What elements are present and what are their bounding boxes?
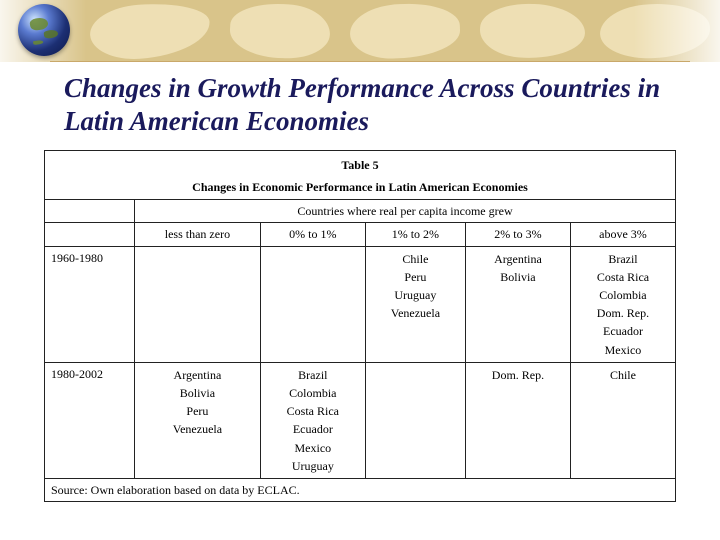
data-cell: ChilePeruUruguayVenezuela	[365, 246, 465, 362]
country-name: Ecuador	[577, 322, 669, 340]
country-name: Bolivia	[141, 384, 254, 402]
country-name: Argentina	[141, 366, 254, 384]
column-headers: less than zero 0% to 1% 1% to 2% 2% to 3…	[45, 223, 676, 246]
col-header: less than zero	[135, 223, 261, 246]
map-silhouette	[599, 1, 712, 61]
table-container: Table 5 Changes in Economic Performance …	[0, 144, 720, 502]
globe-icon	[18, 4, 70, 56]
country-name: Uruguay	[372, 286, 459, 304]
country-name: Mexico	[577, 341, 669, 359]
country-name: Chile	[372, 250, 459, 268]
performance-table: Table 5 Changes in Economic Performance …	[44, 150, 676, 502]
data-cell	[135, 246, 261, 362]
data-cell: ArgentinaBolivia	[465, 246, 570, 362]
corner-cell	[45, 200, 135, 223]
col-header: 1% to 2%	[365, 223, 465, 246]
table-row: 1960-1980ChilePeruUruguayVenezuelaArgent…	[45, 246, 676, 362]
divider	[50, 61, 690, 62]
map-silhouette	[479, 2, 586, 60]
map-silhouette	[349, 2, 461, 60]
page-title: Changes in Growth Performance Across Cou…	[64, 72, 672, 138]
data-cell: Chile	[570, 362, 675, 478]
country-name: Dom. Rep.	[577, 304, 669, 322]
country-name: Uruguay	[267, 457, 359, 475]
country-name: Argentina	[472, 250, 564, 268]
col-header: 2% to 3%	[465, 223, 570, 246]
col-header: 0% to 1%	[260, 223, 365, 246]
country-name: Colombia	[577, 286, 669, 304]
col-header: above 3%	[570, 223, 675, 246]
country-name: Ecuador	[267, 420, 359, 438]
period-cell: 1980-2002	[45, 362, 135, 478]
country-name: Peru	[141, 402, 254, 420]
country-name: Brazil	[267, 366, 359, 384]
country-name: Peru	[372, 268, 459, 286]
period-cell: 1960-1980	[45, 246, 135, 362]
country-name: Costa Rica	[577, 268, 669, 286]
map-silhouette	[229, 1, 332, 60]
country-name: Dom. Rep.	[472, 366, 564, 384]
data-cell	[260, 246, 365, 362]
span-header: Countries where real per capita income g…	[135, 200, 676, 223]
country-name: Costa Rica	[267, 402, 359, 420]
country-name: Mexico	[267, 439, 359, 457]
country-name: Venezuela	[141, 420, 254, 438]
table-subtitle: Changes in Economic Performance in Latin…	[45, 176, 676, 200]
data-cell: BrazilCosta RicaColombiaDom. Rep.Ecuador…	[570, 246, 675, 362]
country-name: Chile	[577, 366, 669, 384]
country-name: Colombia	[267, 384, 359, 402]
data-cell: Dom. Rep.	[465, 362, 570, 478]
country-name: Brazil	[577, 250, 669, 268]
data-cell	[365, 362, 465, 478]
data-cell: ArgentinaBoliviaPeruVenezuela	[135, 362, 261, 478]
country-name: Venezuela	[372, 304, 459, 322]
period-header	[45, 223, 135, 246]
map-silhouette	[88, 0, 211, 62]
data-cell: BrazilColombiaCosta RicaEcuadorMexicoUru…	[260, 362, 365, 478]
table-row: 1980-2002ArgentinaBoliviaPeruVenezuelaBr…	[45, 362, 676, 478]
country-name: Bolivia	[472, 268, 564, 286]
table-caption: Table 5	[45, 150, 676, 176]
table-source: Source: Own elaboration based on data by…	[45, 478, 676, 501]
banner	[0, 0, 720, 62]
